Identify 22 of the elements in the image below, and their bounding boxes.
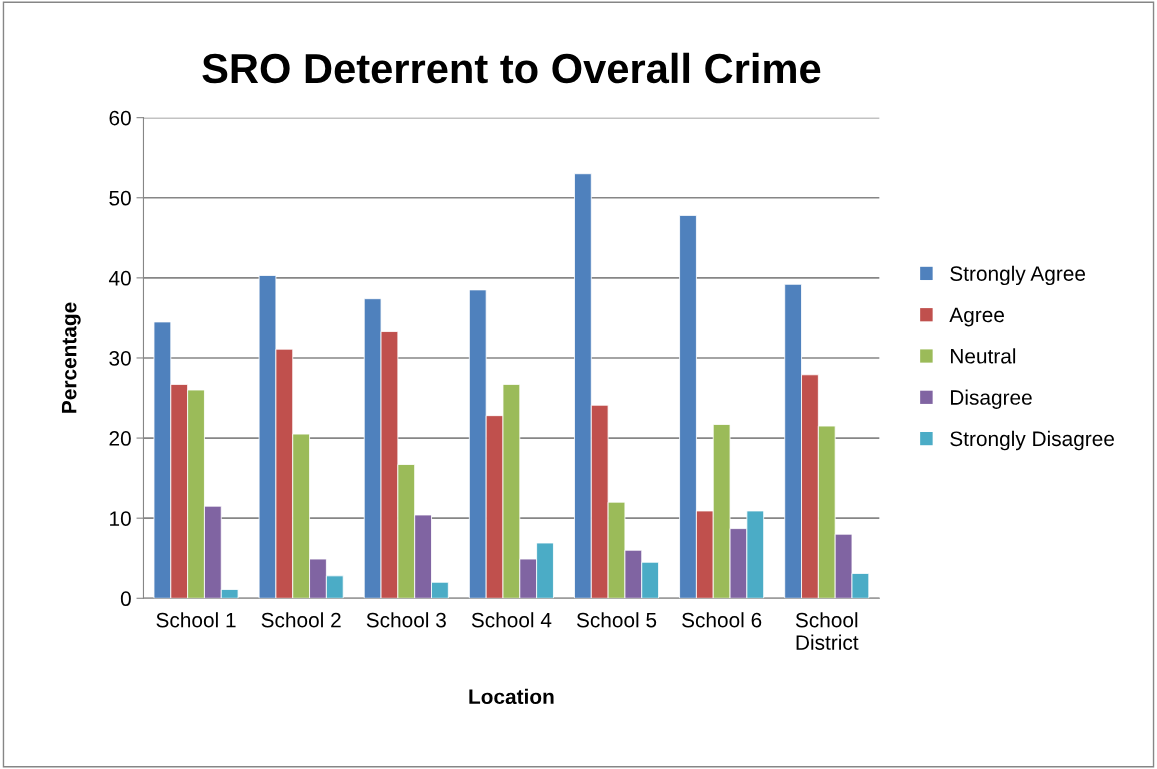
- y-tick-label: 50: [109, 190, 131, 206]
- y-tick-label: 10: [110, 511, 131, 526]
- y-tick-label: 20: [109, 431, 131, 446]
- x-tick-label: School 6: [682, 612, 762, 628]
- y-axis-title: Percentage: [61, 302, 81, 413]
- legend-label: Strongly Agree: [950, 265, 1086, 286]
- legend-label: Neutral: [951, 348, 1016, 364]
- y-tick-label: 40: [108, 270, 131, 286]
- x-tick-label: School 4: [471, 612, 552, 628]
- x-tick-label: School 3: [366, 612, 446, 628]
- x-tick-label: School 1: [156, 612, 236, 628]
- y-tick-label: 30: [109, 350, 131, 366]
- x-axis-title: Location: [469, 688, 554, 705]
- legend-label: Disagree: [951, 389, 1032, 409]
- legend-label: Strongly Disagree: [950, 430, 1114, 451]
- legend-label: Agree: [949, 307, 1004, 327]
- y-tick-label: 60: [109, 110, 131, 126]
- chart-title: SRO Deterrent to Overall Crime: [202, 52, 821, 84]
- x-tick-label: School 2: [261, 612, 341, 628]
- x-tick-label: School District: [795, 612, 859, 650]
- y-tick-label: 0: [120, 591, 131, 607]
- x-tick-label: School 5: [576, 612, 657, 628]
